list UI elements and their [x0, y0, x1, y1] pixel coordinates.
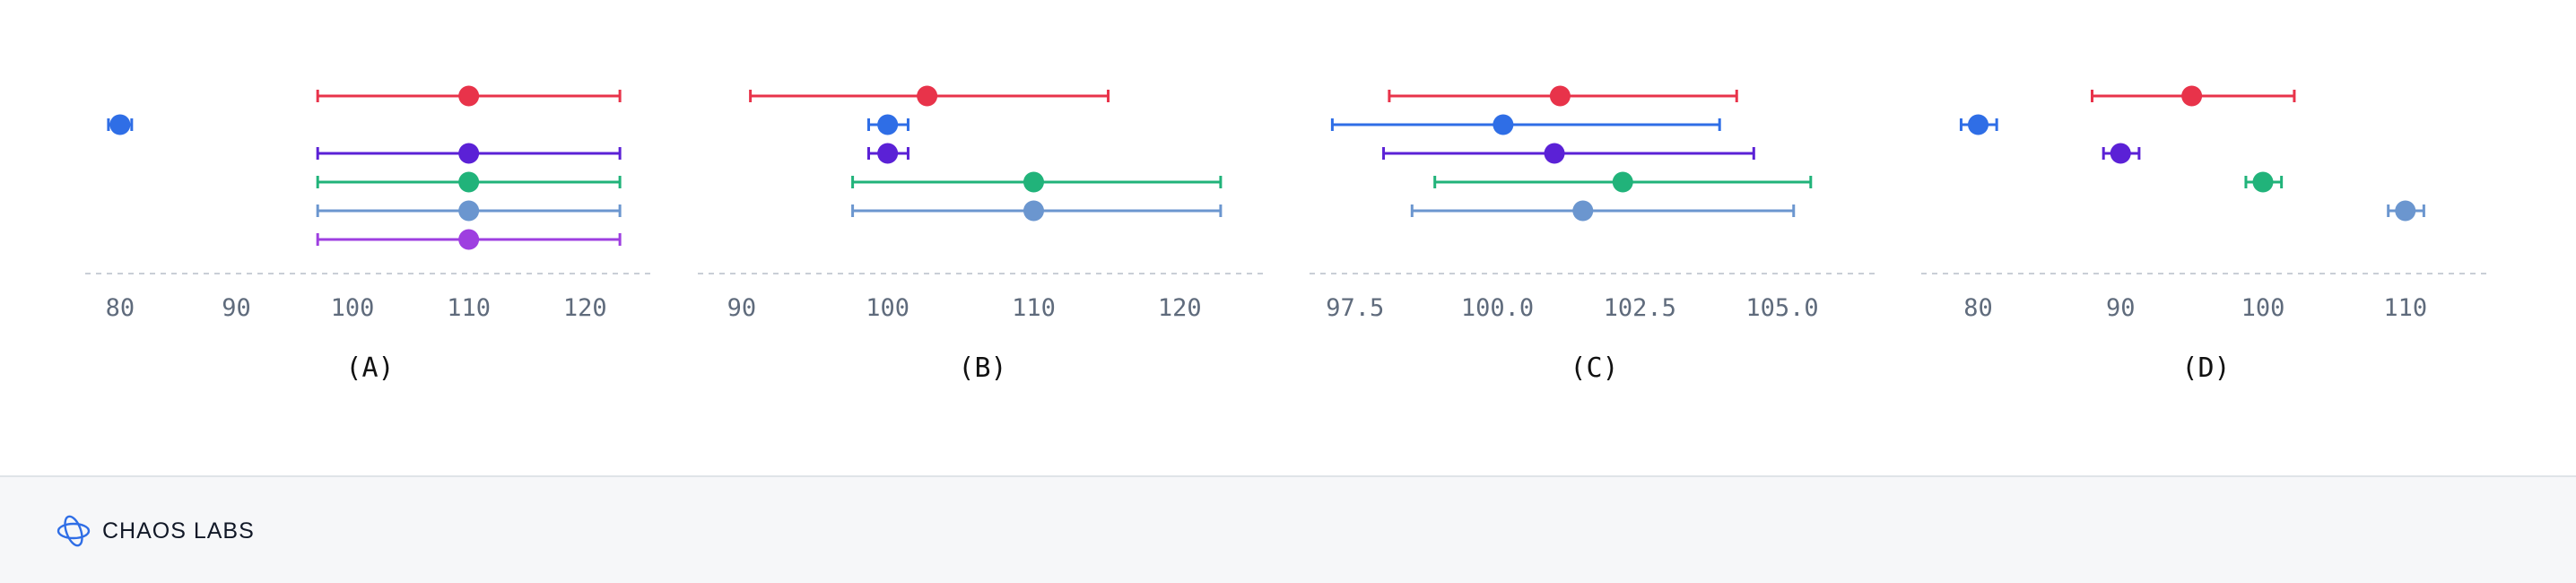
panel-title: (C) [1570, 352, 1618, 384]
x-tick-label: 90 [727, 294, 757, 322]
x-tick-label: 80 [106, 294, 135, 322]
chart-figure: 80 90 100 110 120 (A) 90 100 110 120 (B) 97.5 100.0 1… [85, 85, 2491, 384]
x-tick-label: 110 [2383, 294, 2427, 322]
x-tick-label: 97.5 [1326, 294, 1384, 322]
data-point [2110, 143, 2131, 164]
x-tick-label: 120 [563, 294, 607, 322]
data-point [877, 114, 899, 135]
data-point [1544, 143, 1565, 164]
x-tick-label: 80 [1963, 294, 1993, 322]
x-tick-label: 100 [331, 294, 375, 322]
footer: CHAOS LABS [0, 475, 2576, 583]
chaos-labs-logo-icon [57, 515, 91, 547]
data-point [2395, 200, 2416, 222]
x-tick-label: 100 [2241, 294, 2285, 322]
data-point [458, 200, 480, 222]
x-tick-label: 110 [447, 294, 491, 322]
data-point [458, 171, 480, 193]
data-point [458, 229, 480, 250]
data-point [1023, 171, 1044, 193]
data-point [1493, 114, 1514, 135]
x-tick-label: 90 [222, 294, 251, 322]
chart-svg: 80 90 100 110 120 (A) 90 100 110 120 (B) 97.5 100.0 1… [85, 85, 2491, 384]
x-tick-label: 100.0 [1461, 294, 1534, 322]
data-point [2181, 85, 2203, 107]
panel-title: (A) [345, 352, 394, 384]
data-point [1968, 114, 1989, 135]
data-point [458, 143, 480, 164]
data-point [1612, 171, 1633, 193]
data-point [109, 114, 131, 135]
data-point [2252, 171, 2274, 193]
brand[interactable]: CHAOS LABS [56, 511, 255, 551]
panel-title: (B) [958, 352, 1006, 384]
x-tick-label: 120 [1158, 294, 1202, 322]
data-point [1572, 200, 1594, 222]
data-point [917, 85, 938, 107]
x-tick-label: 90 [2106, 294, 2136, 322]
x-tick-label: 105.0 [1745, 294, 1818, 322]
brand-name: CHAOS LABS [102, 518, 255, 544]
x-tick-label: 102.5 [1604, 294, 1676, 322]
data-point [1023, 200, 1044, 222]
x-tick-label: 100 [866, 294, 909, 322]
data-point [1549, 85, 1571, 107]
data-point [458, 85, 480, 107]
panel-title: (D) [2181, 352, 2230, 384]
data-point [877, 143, 899, 164]
x-tick-label: 110 [1012, 294, 1056, 322]
